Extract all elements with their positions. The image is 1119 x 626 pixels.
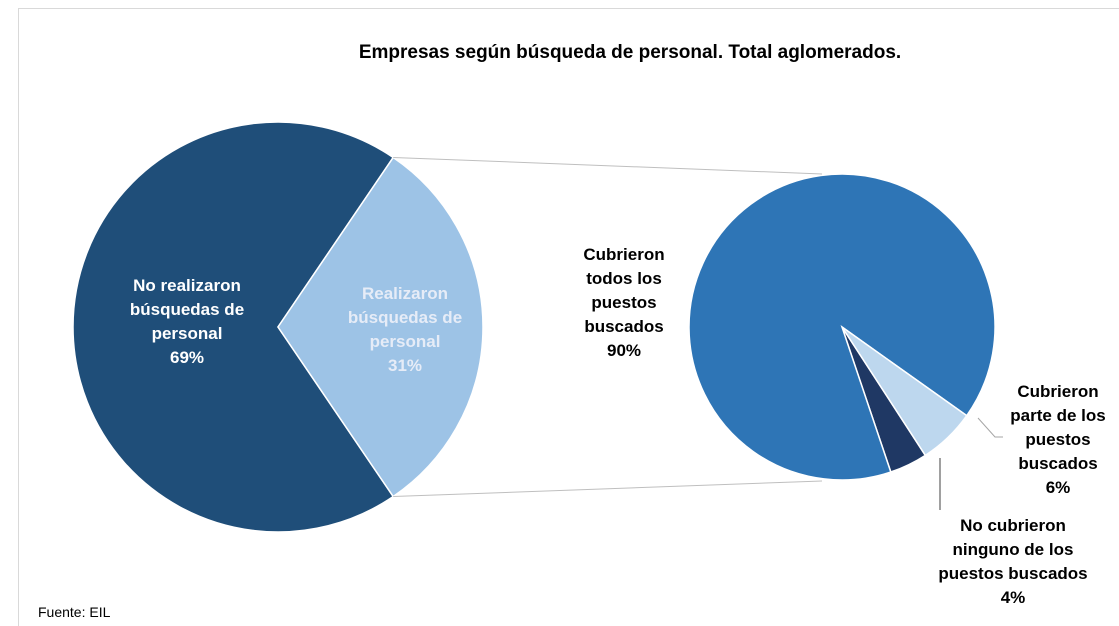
- pie-slice: [72, 121, 395, 533]
- value-label: 69%: [169, 348, 205, 367]
- value-label: 90%: [606, 341, 642, 360]
- data-label: Cubrieron parte de los puestos buscados 6…: [1008, 380, 1108, 500]
- data-label: Cubrieron todos los puestos buscados 90%: [569, 243, 679, 363]
- source: Fuente: EIL: [38, 604, 111, 620]
- pie-slice: [277, 156, 484, 498]
- category-label: No cubrieron ninguno de los puestos busc…: [938, 516, 1088, 583]
- value-label: 6%: [1045, 478, 1071, 497]
- data-label: Realizaron búsquedas de personal 31%: [345, 282, 465, 378]
- pie-slice: [841, 326, 968, 457]
- category-label: No realizaron búsquedas de personal: [129, 276, 245, 343]
- data-label: No cubrieron ninguno de los puestos busc…: [926, 514, 1101, 610]
- category-label: Realizaron búsquedas de personal: [347, 284, 463, 351]
- leader-line: [977, 417, 1003, 438]
- chart-border: [18, 8, 1119, 626]
- value-label: 31%: [387, 356, 423, 375]
- connector-line: [393, 480, 823, 498]
- connector-line: [393, 156, 823, 175]
- chart-title: Empresas según búsqueda de personal. Tot…: [358, 42, 902, 63]
- value-label: 4%: [1000, 588, 1026, 607]
- category-label: Cubrieron todos los puestos buscados: [583, 245, 665, 336]
- data-label: No realizaron búsquedas de personal 69%: [112, 274, 262, 370]
- category-label: Cubrieron parte de los puestos buscados: [1010, 382, 1106, 473]
